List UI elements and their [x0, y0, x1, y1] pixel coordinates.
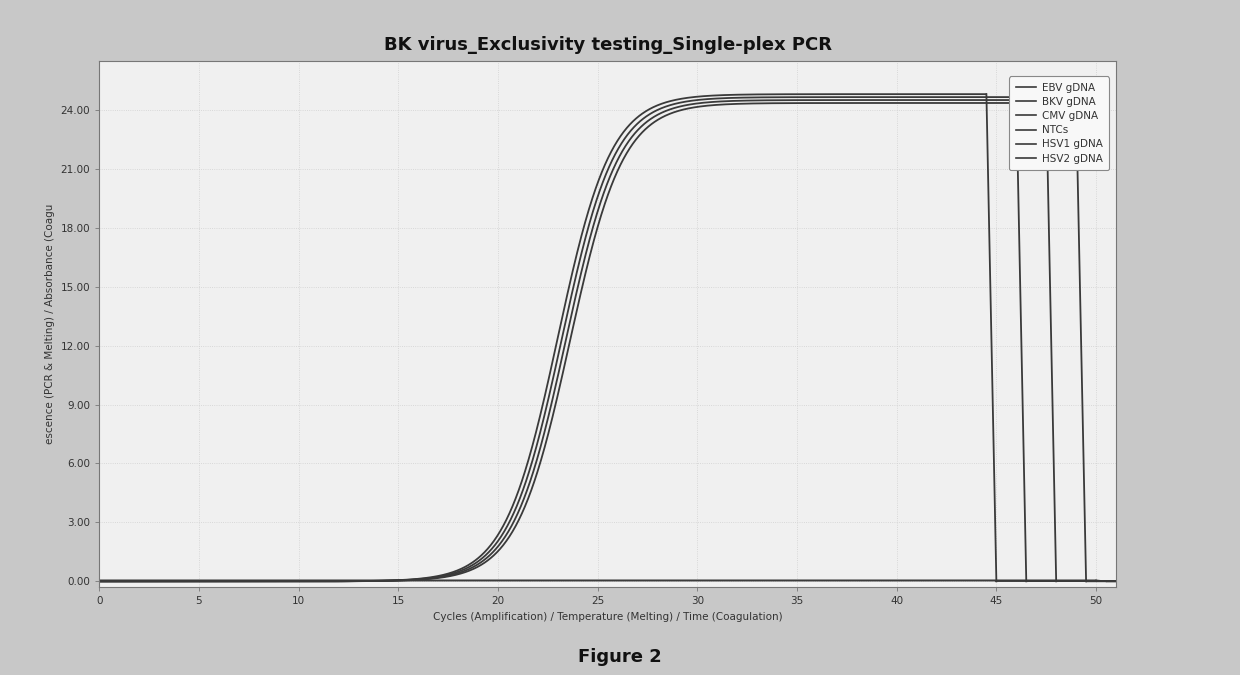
Legend: EBV gDNA, BKV gDNA, CMV gDNA, NTCs, HSV1 gDNA, HSV2 gDNA: EBV gDNA, BKV gDNA, CMV gDNA, NTCs, HSV1… — [1009, 76, 1109, 170]
Y-axis label: escence (PCR & Melting) / Absorbance (Coagu: escence (PCR & Melting) / Absorbance (Co… — [45, 204, 55, 444]
Text: Figure 2: Figure 2 — [578, 647, 662, 666]
X-axis label: Cycles (Amplification) / Temperature (Melting) / Time (Coagulation): Cycles (Amplification) / Temperature (Me… — [433, 612, 782, 622]
Title: BK virus_Exclusivity testing_Single-plex PCR: BK virus_Exclusivity testing_Single-plex… — [383, 36, 832, 53]
